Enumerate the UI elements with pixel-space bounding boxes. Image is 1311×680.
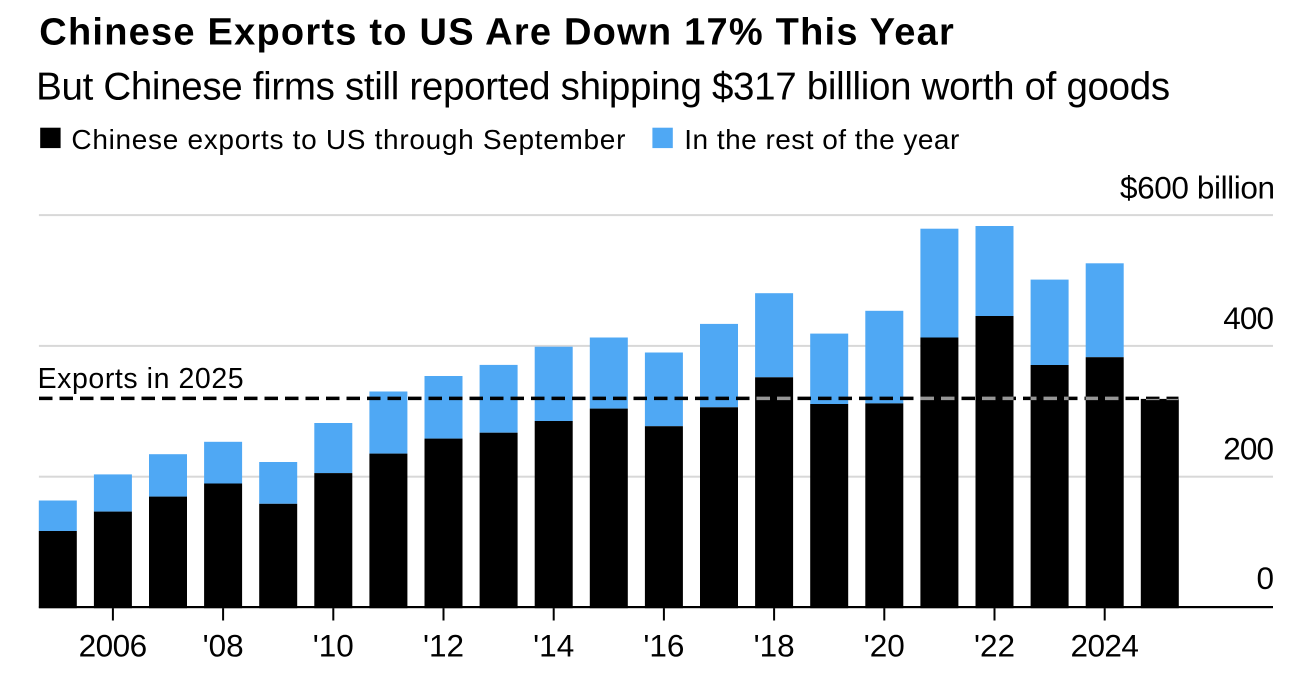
svg-text:'22: '22 [974,627,1015,663]
svg-text:'18: '18 [754,627,795,663]
svg-text:'12: '12 [423,627,464,663]
svg-text:In the rest of the year: In the rest of the year [684,124,959,155]
svg-text:Exports in 2025: Exports in 2025 [38,363,244,395]
svg-text:200: 200 [1223,431,1274,467]
svg-text:'20: '20 [864,627,905,663]
svg-text:'10: '10 [313,627,354,663]
svg-text:'14: '14 [533,627,574,663]
svg-text:Chinese Exports to US Are Down: Chinese Exports to US Are Down 17% This … [39,11,954,53]
svg-text:400: 400 [1223,300,1274,336]
svg-text:2024: 2024 [1070,627,1139,663]
svg-text:But Chinese firms still report: But Chinese firms still reported shippin… [36,66,1170,109]
svg-text:2006: 2006 [79,627,147,663]
svg-text:'16: '16 [643,627,684,663]
svg-text:'08: '08 [203,627,244,663]
svg-text:Chinese exports to US through: Chinese exports to US through September [71,124,625,155]
svg-text:0: 0 [1256,560,1274,596]
svg-text:$600 billion: $600 billion [1120,169,1275,205]
